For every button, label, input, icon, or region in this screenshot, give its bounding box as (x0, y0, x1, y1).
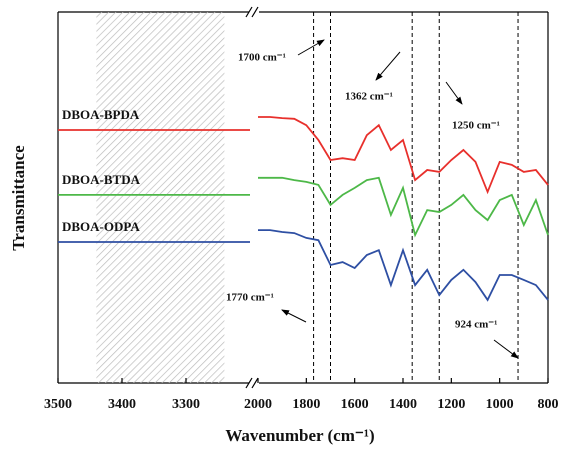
x-tick-label: 2000 (244, 397, 272, 412)
annotation: 924 cm⁻¹ (455, 319, 497, 331)
annotation-arrow (493, 339, 519, 359)
x-axis-label: Wavenumber (cm⁻¹) (225, 426, 374, 445)
x-tick-label: 1800 (292, 397, 320, 412)
shaded-region (96, 12, 225, 383)
x-tick-label: 3500 (44, 397, 72, 412)
x-tick-label: 3300 (172, 397, 200, 412)
annotation-arrow (297, 39, 325, 56)
x-tick-label: 1000 (486, 397, 514, 412)
annotation-arrow (445, 81, 463, 105)
y-axis-label: Transmittance (9, 145, 28, 251)
x-tick-label: 1200 (437, 397, 465, 412)
series-label: DBOA-ODPA (62, 219, 140, 234)
x-tick-label: 1400 (389, 397, 417, 412)
series-line (58, 116, 549, 195)
series-line (58, 229, 549, 302)
annotation-arrow (281, 309, 307, 323)
annotation: 1362 cm⁻¹ (345, 91, 393, 103)
x-tick-label: 800 (538, 397, 559, 412)
x-tick-label: 1600 (341, 397, 369, 412)
axis-break (245, 6, 259, 389)
series-line (58, 176, 549, 238)
annotation: 1700 cm⁻¹ (238, 52, 286, 64)
series-label: DBOA-BTDA (62, 172, 141, 187)
x-tick-label: 3400 (108, 397, 136, 412)
annotation-arrow (375, 51, 401, 81)
series-label: DBOA-BPDA (62, 107, 140, 122)
annotation: 1250 cm⁻¹ (452, 120, 500, 132)
annotation: 1770 cm⁻¹ (226, 292, 274, 304)
